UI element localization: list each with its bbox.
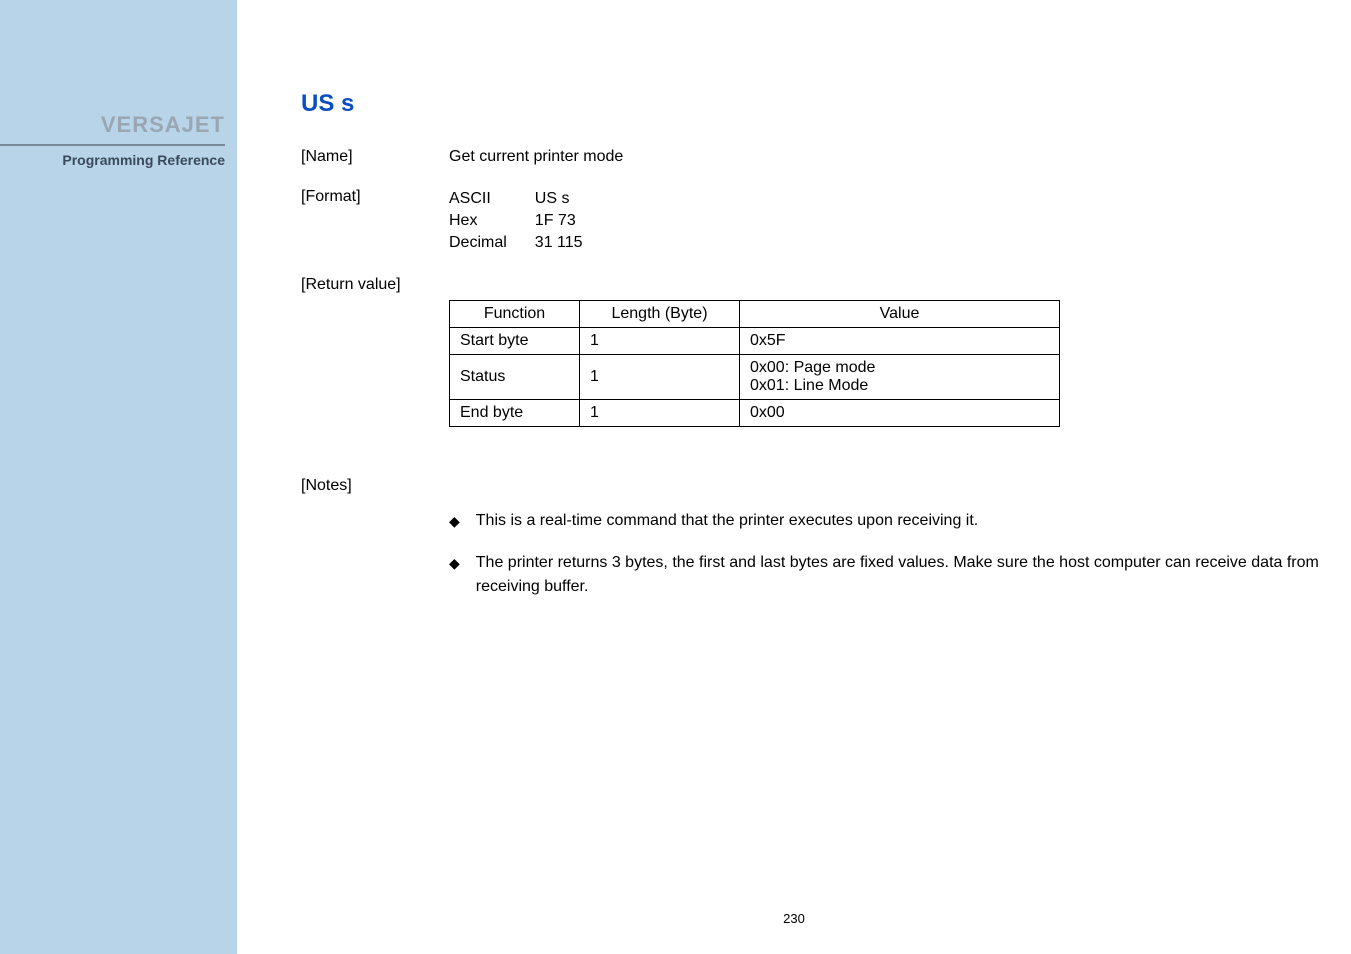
cell-val: 0x00: Page mode 0x01: Line Mode	[740, 355, 1060, 400]
format-row-hex: Hex 1F 73	[449, 210, 611, 232]
command-title: US s	[301, 90, 1321, 118]
cell-len: 1	[580, 400, 740, 427]
format-value: ASCII US s Hex 1F 73 Decimal 31 115	[449, 188, 611, 254]
return-value-label: [Return value]	[301, 276, 1321, 294]
product-name: VERSAJET	[0, 112, 225, 138]
col-header-function: Function	[450, 301, 580, 328]
format-val: 31 115	[535, 232, 611, 254]
sidebar-divider	[0, 144, 225, 146]
notes-bullet-text: This is a real-time command that the pri…	[476, 509, 978, 533]
format-table: ASCII US s Hex 1F 73 Decimal 31 115	[449, 188, 611, 254]
cell-val: 0x00	[740, 400, 1060, 427]
sidebar-subtitle: Programming Reference	[0, 152, 225, 168]
format-row: [Format] ASCII US s Hex 1F 73 Decimal 31…	[301, 188, 1321, 254]
format-row-ascii: ASCII US s	[449, 188, 611, 210]
format-val: 1F 73	[535, 210, 611, 232]
notes-bullet: ◆ The printer returns 3 bytes, the first…	[449, 551, 1321, 599]
notes-bullet: ◆ This is a real-time command that the p…	[449, 509, 1321, 533]
name-value: Get current printer mode	[449, 148, 623, 166]
page-root: VERSAJET Programming Reference US s [Nam…	[0, 0, 1351, 954]
col-header-value: Value	[740, 301, 1060, 328]
cell-val: 0x5F	[740, 328, 1060, 355]
page-number: 230	[783, 911, 805, 926]
table-header-row: Function Length (Byte) Value	[450, 301, 1060, 328]
format-row-decimal: Decimal 31 115	[449, 232, 611, 254]
cell-func: Start byte	[450, 328, 580, 355]
format-val: US s	[535, 188, 611, 210]
cell-len: 1	[580, 355, 740, 400]
diamond-bullet-icon: ◆	[449, 553, 460, 601]
notes-list: ◆ This is a real-time command that the p…	[449, 509, 1321, 599]
format-label: [Format]	[301, 188, 449, 254]
notes-label: [Notes]	[301, 477, 1321, 495]
sidebar: VERSAJET Programming Reference	[0, 0, 237, 954]
format-enc: Hex	[449, 210, 535, 232]
notes-block: [Notes] ◆ This is a real-time command th…	[301, 477, 1321, 599]
format-enc: ASCII	[449, 188, 535, 210]
table-row: End byte 1 0x00	[450, 400, 1060, 427]
notes-bullet-text: The printer returns 3 bytes, the first a…	[476, 551, 1321, 599]
cell-len: 1	[580, 328, 740, 355]
table-row: Start byte 1 0x5F	[450, 328, 1060, 355]
cell-func: Status	[450, 355, 580, 400]
diamond-bullet-icon: ◆	[449, 511, 460, 535]
name-row: [Name] Get current printer mode	[301, 148, 1321, 166]
table-row: Status 1 0x00: Page mode 0x01: Line Mode	[450, 355, 1060, 400]
return-value-table: Function Length (Byte) Value Start byte …	[449, 300, 1060, 427]
name-label: [Name]	[301, 148, 449, 166]
col-header-length: Length (Byte)	[580, 301, 740, 328]
cell-func: End byte	[450, 400, 580, 427]
format-enc: Decimal	[449, 232, 535, 254]
main-content: US s [Name] Get current printer mode [Fo…	[237, 0, 1351, 954]
